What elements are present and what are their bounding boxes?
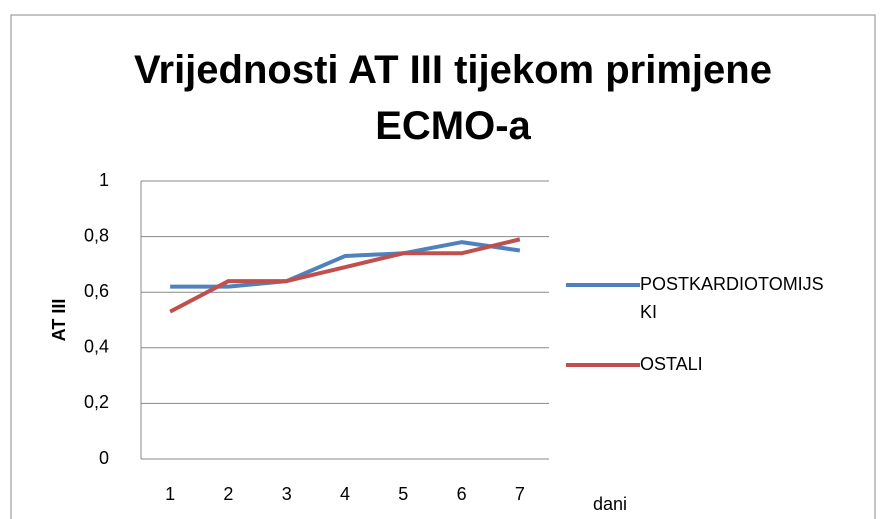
legend-label: OSTALI [640, 354, 703, 374]
y-tick-label: 0,6 [84, 281, 109, 301]
x-tick-label: 6 [457, 484, 467, 504]
series-line [170, 240, 521, 289]
y-tick-label: 0,4 [84, 337, 109, 357]
chart-border [10, 14, 876, 519]
y-axis-title: AT III [49, 299, 69, 342]
y-tick-label: 1 [99, 170, 109, 190]
y-tick-label: 0,8 [84, 225, 109, 245]
x-tick-label: 1 [165, 484, 175, 504]
y-tick-label: 0 [99, 448, 109, 468]
legend-label: POSTKARDIOTOMIJS KI [640, 274, 824, 322]
x-tick-label: 7 [515, 484, 525, 504]
x-axis-title: dani [593, 494, 627, 514]
x-tick-label: 5 [398, 484, 408, 504]
series-line [169, 237, 521, 314]
x-tick-label: 2 [223, 484, 233, 504]
y-tick-label: 0,2 [84, 392, 109, 412]
x-tick-label: 3 [282, 484, 292, 504]
chart-title: Vrijednosti AT III tijekom primjene ECMO-… [134, 48, 772, 148]
x-tick-label: 4 [340, 484, 350, 504]
